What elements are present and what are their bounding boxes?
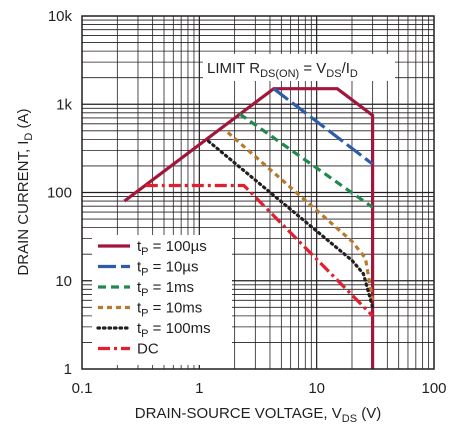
annotation-limit-rdson: LIMIT RDS(ON) = VDS/ID [203,54,395,81]
series-line-4 [226,131,375,301]
y-axis-title: DRAIN CURRENT, ID (A) [15,108,35,275]
y-tick-label: 10 [55,273,72,290]
legend-label: tP = 10µs [137,259,198,279]
legend-label: tP = 100ms [137,320,211,340]
x-tick-label: 1 [195,380,203,397]
y-tick-label: 10k [48,8,73,25]
series-lines [123,87,375,369]
legend-background [92,235,232,365]
legend-label: tP = 100µs [137,238,207,258]
x-axis-title: DRAIN-SOURCE VOLTAGE, VDS (V) [135,405,381,425]
y-tick-label: 1k [56,96,72,113]
y-tick-label: 1 [64,361,72,378]
x-tick-label: 0.1 [72,380,93,397]
legend-label: tP = 1ms [137,279,194,299]
y-tick-label: 100 [47,185,72,202]
plot-frame [81,15,435,370]
x-tick-label: 100 [421,380,446,397]
series-line-6 [145,183,374,318]
series-line-1 [123,87,375,369]
legend-label: tP = 10ms [137,300,202,320]
series-line-5 [207,139,375,309]
series-line-2 [272,87,374,166]
series-line-3 [238,112,374,209]
annotation-text: LIMIT RDS(ON) = VDS/ID [207,60,358,80]
x-tick-label: 10 [308,380,325,397]
legend-label: DC [137,341,159,358]
annotation-background [203,54,395,81]
